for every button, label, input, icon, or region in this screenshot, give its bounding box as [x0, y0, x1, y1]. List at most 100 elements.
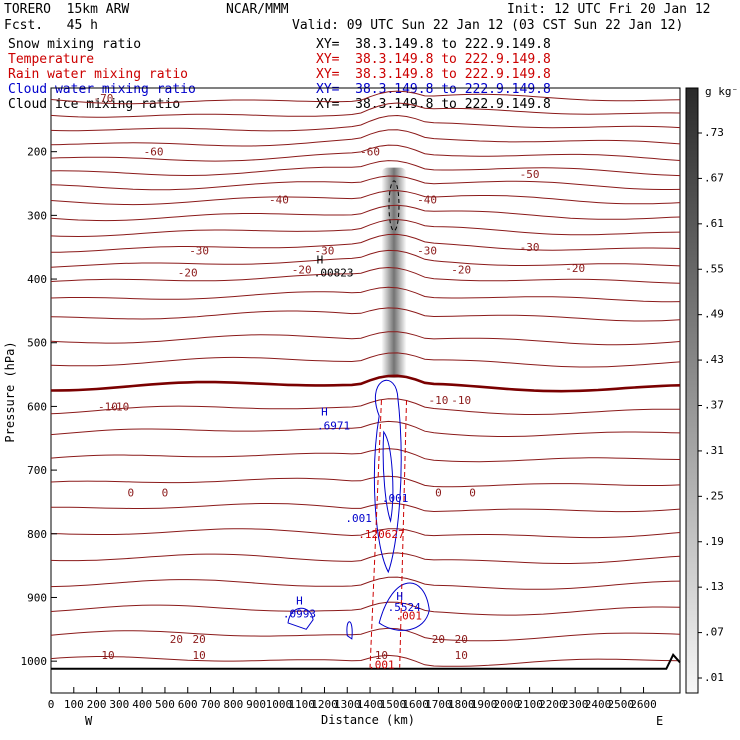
field-name-rain: Rain water mixing ratio	[8, 67, 189, 82]
x-tick-label: 2000	[494, 698, 521, 711]
field-name-cloud-ice: Cloud ice mixing ratio	[8, 97, 181, 112]
isotherm	[51, 502, 681, 513]
xsection-cloud-ice: XY= 38.3.149.8 to 222.9.149.8	[316, 97, 551, 112]
isotherm-label: -40	[269, 193, 289, 206]
contour-annotation: H	[396, 590, 403, 603]
isotherm-label: -20	[292, 264, 312, 277]
x-tick-label: 400	[132, 698, 152, 711]
isotherm-label: -10	[109, 400, 129, 413]
isotherm	[50, 398, 681, 415]
isotherm-label: -10	[98, 400, 118, 413]
isotherm	[50, 448, 681, 463]
colorbar-label: .37	[704, 399, 724, 412]
west-label: W	[85, 714, 93, 728]
east-label: E	[656, 714, 663, 728]
colorbar-label: .49	[704, 308, 724, 321]
x-tick-label: 1800	[448, 698, 475, 711]
isotherm-label: -60	[360, 146, 380, 159]
x-tick-label: 2200	[539, 698, 566, 711]
x-tick-label: 2500	[607, 698, 634, 711]
x-tick-label: 1900	[471, 698, 498, 711]
isotherm	[50, 218, 681, 238]
isotherm-label: -40	[417, 193, 437, 206]
init-time: Init: 12 UTC Fri 20 Jan 12	[507, 2, 711, 17]
isotherm	[50, 102, 681, 118]
x-tick-label: 300	[109, 698, 129, 711]
contour-annotation: .120627	[358, 528, 404, 541]
center-label: NCAR/MMM	[226, 2, 289, 17]
field-name-temperature: Temperature	[8, 52, 95, 67]
isotherm	[50, 249, 681, 268]
y-tick-label: 800	[27, 528, 47, 541]
xsection-snow: XY= 38.3.149.8 to 222.9.149.8	[316, 37, 551, 52]
cloud-water-contour	[346, 621, 353, 640]
isotherm-label: 20	[193, 633, 206, 646]
isotherm-label: 10	[101, 649, 114, 662]
isotherm-label: 0	[435, 486, 442, 499]
isotherm	[50, 552, 681, 564]
isotherm	[50, 160, 681, 177]
isotherm	[50, 307, 681, 322]
x-tick-label: 100	[64, 698, 84, 711]
isotherm	[50, 190, 681, 206]
isotherm	[50, 420, 681, 437]
terrain-line	[51, 653, 681, 670]
isotherm-label: -60	[144, 146, 164, 159]
isotherm	[50, 286, 681, 303]
x-tick-label: 500	[155, 698, 175, 711]
isotherm	[50, 90, 681, 105]
x-tick-label: 1000	[266, 698, 293, 711]
cloud-water-contour	[382, 430, 394, 523]
field-name-snow: Snow mixing ratio	[8, 37, 142, 52]
forecast-hour: Fcst. 45 h	[4, 18, 98, 33]
isotherm	[50, 331, 681, 346]
x-axis-label: Distance (km)	[321, 713, 415, 727]
isotherm	[51, 233, 681, 253]
isotherm	[50, 576, 681, 590]
x-tick-label: 1400	[357, 698, 384, 711]
colorbar-label: .01	[704, 671, 724, 684]
cloud-water-contour	[378, 582, 430, 631]
isotherm	[50, 204, 681, 222]
isotherm	[50, 627, 681, 642]
contour-annotation: .001	[368, 658, 395, 671]
y-tick-label: 400	[27, 273, 47, 286]
colorbar: .73 .67 .61 .55 .49 .43 .37 .31 .25 .19 .13 .07 .01	[685, 87, 724, 694]
isotherm-label: -10	[451, 394, 471, 407]
x-tick-label: 1300	[334, 698, 361, 711]
cloud-ice-contour	[388, 180, 400, 232]
isotherm-label: 20	[455, 633, 468, 646]
isotherm-label: -50	[520, 168, 540, 181]
isotherm-label: -20	[451, 264, 471, 277]
colorbar-unit: g kg⁻¹	[705, 85, 740, 98]
colorbar-label: .43	[704, 353, 724, 366]
isotherm-label: -30	[417, 244, 437, 257]
isotherm-label: -70	[93, 92, 113, 105]
isotherm	[50, 129, 681, 147]
x-tick-label: 2100	[516, 698, 543, 711]
colorbar-label: .61	[704, 217, 724, 230]
xsection-temperature: XY= 38.3.149.8 to 222.9.149.8	[316, 52, 551, 67]
colorbar-label: .25	[704, 489, 724, 502]
isotherm-label: 0	[127, 486, 134, 499]
isotherm-label: 20	[432, 633, 445, 646]
x-tick-label: 800	[223, 698, 243, 711]
contour-annotation: .001	[382, 492, 409, 505]
cloud-water-contour	[373, 379, 402, 574]
y-tick-label: 600	[27, 400, 47, 413]
cloud-water-contour	[287, 607, 314, 630]
y-tick-label: 300	[27, 209, 47, 222]
y-tick-label: 500	[27, 337, 47, 350]
snow-shading	[381, 167, 407, 378]
isotherm	[50, 114, 681, 132]
isotherm-label: 10	[455, 649, 468, 662]
contour-annotation: .6971	[317, 420, 350, 433]
colorbar-label: .55	[704, 262, 724, 275]
contour-annotation: .001	[396, 609, 423, 622]
y-tick-label: 900	[27, 591, 47, 604]
x-tick-label: 600	[178, 698, 198, 711]
contour-annotation: .5524	[388, 601, 421, 614]
isotherm	[50, 266, 681, 284]
